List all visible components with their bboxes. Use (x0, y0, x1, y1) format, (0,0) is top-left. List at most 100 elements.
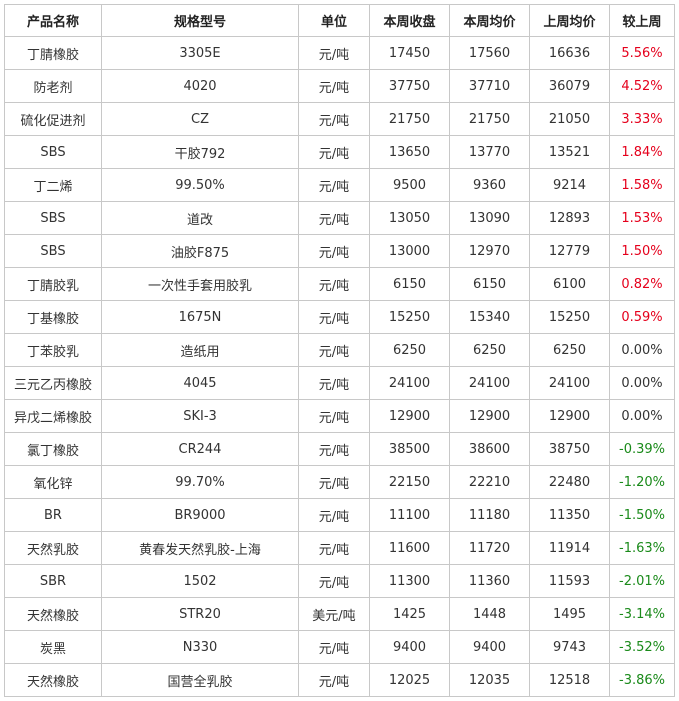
table-header: 产品名称 规格型号 单位 本周收盘 本周均价 上周均价 较上周 (4, 4, 675, 37)
cell-prev-avg: 12893 (529, 201, 610, 235)
cell-avg: 6150 (449, 267, 530, 301)
cell-change: 1.58% (609, 168, 675, 202)
cell-change: 0.59% (609, 300, 675, 334)
table-row: SBS 油胶F875 元/吨 13000 12970 12779 1.50% (4, 234, 675, 268)
cell-spec: STR20 (101, 597, 299, 631)
cell-unit: 元/吨 (298, 135, 370, 169)
table-row: 氯丁橡胶 CR244 元/吨 38500 38600 38750 -0.39% (4, 432, 675, 466)
cell-close: 37750 (369, 69, 450, 103)
cell-prev-avg: 38750 (529, 432, 610, 466)
cell-change: 0.82% (609, 267, 675, 301)
table-row: 天然乳胶 黄春发天然乳胶-上海 元/吨 11600 11720 11914 -1.63% (4, 531, 675, 565)
cell-spec: 4020 (101, 69, 299, 103)
cell-spec: CR244 (101, 432, 299, 466)
cell-close: 13000 (369, 234, 450, 268)
cell-unit: 元/吨 (298, 267, 370, 301)
cell-unit: 元/吨 (298, 399, 370, 433)
cell-unit: 元/吨 (298, 333, 370, 367)
cell-avg: 9360 (449, 168, 530, 202)
cell-avg: 11180 (449, 498, 530, 532)
cell-change: 3.33% (609, 102, 675, 136)
cell-spec: SKI-3 (101, 399, 299, 433)
table-row: 丁二烯 99.50% 元/吨 9500 9360 9214 1.58% (4, 168, 675, 202)
cell-close: 9400 (369, 630, 450, 664)
cell-unit: 元/吨 (298, 69, 370, 103)
header-row: 产品名称 规格型号 单位 本周收盘 本周均价 上周均价 较上周 (4, 4, 675, 37)
cell-product-name: 天然乳胶 (4, 531, 102, 565)
cell-product-name: 硫化促进剂 (4, 102, 102, 136)
cell-avg: 11720 (449, 531, 530, 565)
table-row: 硫化促进剂 CZ 元/吨 21750 21750 21050 3.33% (4, 102, 675, 136)
cell-change: -3.14% (609, 597, 675, 631)
header-avg: 本周均价 (449, 4, 530, 37)
cell-product-name: BR (4, 498, 102, 532)
cell-spec: 1502 (101, 564, 299, 598)
cell-spec: 油胶F875 (101, 234, 299, 268)
cell-prev-avg: 13521 (529, 135, 610, 169)
cell-spec: 干胶792 (101, 135, 299, 169)
cell-unit: 元/吨 (298, 366, 370, 400)
cell-product-name: 丁苯胶乳 (4, 333, 102, 367)
cell-change: -2.01% (609, 564, 675, 598)
cell-prev-avg: 16636 (529, 36, 610, 70)
table-row: 丁腈胶乳 一次性手套用胶乳 元/吨 6150 6150 6100 0.82% (4, 267, 675, 301)
cell-avg: 12900 (449, 399, 530, 433)
cell-product-name: SBS (4, 234, 102, 268)
cell-prev-avg: 9214 (529, 168, 610, 202)
cell-change: 5.56% (609, 36, 675, 70)
cell-close: 6150 (369, 267, 450, 301)
cell-prev-avg: 36079 (529, 69, 610, 103)
cell-close: 11600 (369, 531, 450, 565)
table-row: SBS 道改 元/吨 13050 13090 12893 1.53% (4, 201, 675, 235)
cell-prev-avg: 15250 (529, 300, 610, 334)
cell-prev-avg: 12518 (529, 663, 610, 697)
cell-unit: 元/吨 (298, 300, 370, 334)
cell-avg: 11360 (449, 564, 530, 598)
cell-product-name: 炭黑 (4, 630, 102, 664)
cell-close: 12900 (369, 399, 450, 433)
table-row: 氧化锌 99.70% 元/吨 22150 22210 22480 -1.20% (4, 465, 675, 499)
cell-change: 0.00% (609, 366, 675, 400)
cell-close: 1425 (369, 597, 450, 631)
cell-spec: 1675N (101, 300, 299, 334)
cell-avg: 21750 (449, 102, 530, 136)
cell-unit: 美元/吨 (298, 597, 370, 631)
cell-prev-avg: 12900 (529, 399, 610, 433)
cell-avg: 13770 (449, 135, 530, 169)
cell-product-name: SBS (4, 135, 102, 169)
cell-product-name: 丁腈胶乳 (4, 267, 102, 301)
cell-prev-avg: 12779 (529, 234, 610, 268)
table-row: 防老剂 4020 元/吨 37750 37710 36079 4.52% (4, 69, 675, 103)
cell-close: 6250 (369, 333, 450, 367)
cell-close: 21750 (369, 102, 450, 136)
cell-unit: 元/吨 (298, 36, 370, 70)
cell-product-name: 丁二烯 (4, 168, 102, 202)
cell-spec: CZ (101, 102, 299, 136)
cell-unit: 元/吨 (298, 234, 370, 268)
cell-change: -3.86% (609, 663, 675, 697)
price-table: 产品名称 规格型号 单位 本周收盘 本周均价 上周均价 较上周 丁腈橡胶 3305… (4, 4, 675, 697)
cell-prev-avg: 22480 (529, 465, 610, 499)
cell-unit: 元/吨 (298, 168, 370, 202)
cell-avg: 17560 (449, 36, 530, 70)
cell-product-name: 丁基橡胶 (4, 300, 102, 334)
cell-prev-avg: 9743 (529, 630, 610, 664)
cell-unit: 元/吨 (298, 564, 370, 598)
cell-avg: 22210 (449, 465, 530, 499)
cell-product-name: 氯丁橡胶 (4, 432, 102, 466)
header-close: 本周收盘 (369, 4, 450, 37)
cell-spec: 4045 (101, 366, 299, 400)
cell-prev-avg: 1495 (529, 597, 610, 631)
cell-avg: 12035 (449, 663, 530, 697)
cell-close: 22150 (369, 465, 450, 499)
cell-avg: 13090 (449, 201, 530, 235)
cell-change: -1.63% (609, 531, 675, 565)
cell-close: 11100 (369, 498, 450, 532)
table-row: SBS 干胶792 元/吨 13650 13770 13521 1.84% (4, 135, 675, 169)
cell-change: 1.53% (609, 201, 675, 235)
cell-prev-avg: 21050 (529, 102, 610, 136)
cell-change: -1.50% (609, 498, 675, 532)
header-change: 较上周 (609, 4, 675, 37)
table-row: 异戊二烯橡胶 SKI-3 元/吨 12900 12900 12900 0.00% (4, 399, 675, 433)
